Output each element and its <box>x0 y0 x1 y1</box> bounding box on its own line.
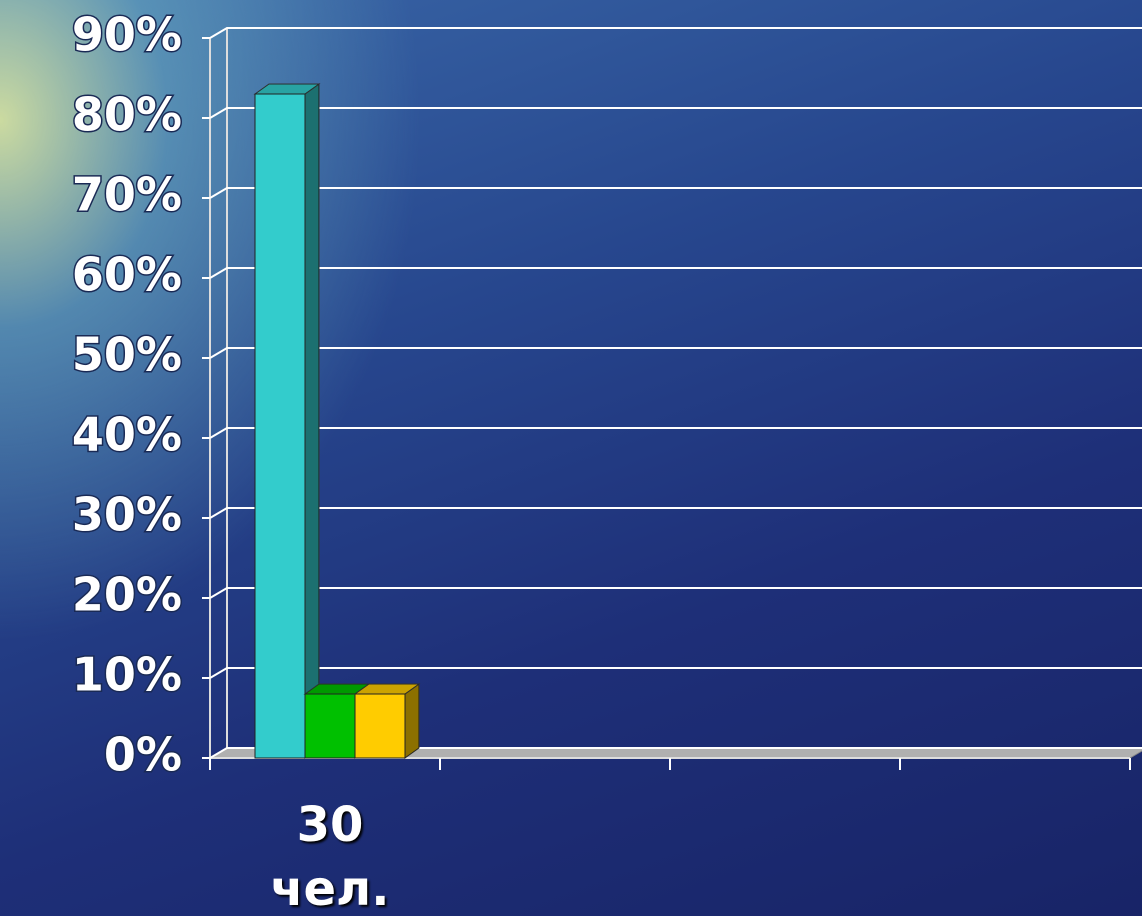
y-tick-label: 90% <box>72 8 182 62</box>
grid-line <box>209 507 1142 519</box>
y-tick-label: 50% <box>72 328 182 382</box>
y-tick-label: 20% <box>72 568 182 622</box>
bar-side-shade <box>305 84 319 758</box>
bar <box>304 693 356 759</box>
x-tick-label: 30 чел. <box>270 797 390 916</box>
bar <box>254 93 306 759</box>
y-tick-label: 80% <box>72 88 182 142</box>
grid-line <box>209 107 1142 119</box>
y-tick-label: 70% <box>72 168 182 222</box>
grid-line <box>209 27 1142 39</box>
y-tick-label: 40% <box>72 408 182 462</box>
bar-top-shade <box>255 84 319 94</box>
bar-top-shade <box>305 684 369 694</box>
bar <box>354 693 406 759</box>
grid-line <box>209 347 1142 359</box>
grid-line <box>209 267 1142 279</box>
y-tick-label: 60% <box>72 248 182 302</box>
y-tick-label: 0% <box>104 728 182 782</box>
grid-line <box>209 747 1142 759</box>
grid-line <box>209 187 1142 199</box>
bar-side-shade <box>405 684 419 758</box>
grid-line <box>209 587 1142 599</box>
grid-line <box>209 427 1142 439</box>
bar-top-shade <box>355 684 419 694</box>
grid-line <box>209 667 1142 679</box>
y-tick-label: 30% <box>72 488 182 542</box>
y-tick-label: 10% <box>72 648 182 702</box>
